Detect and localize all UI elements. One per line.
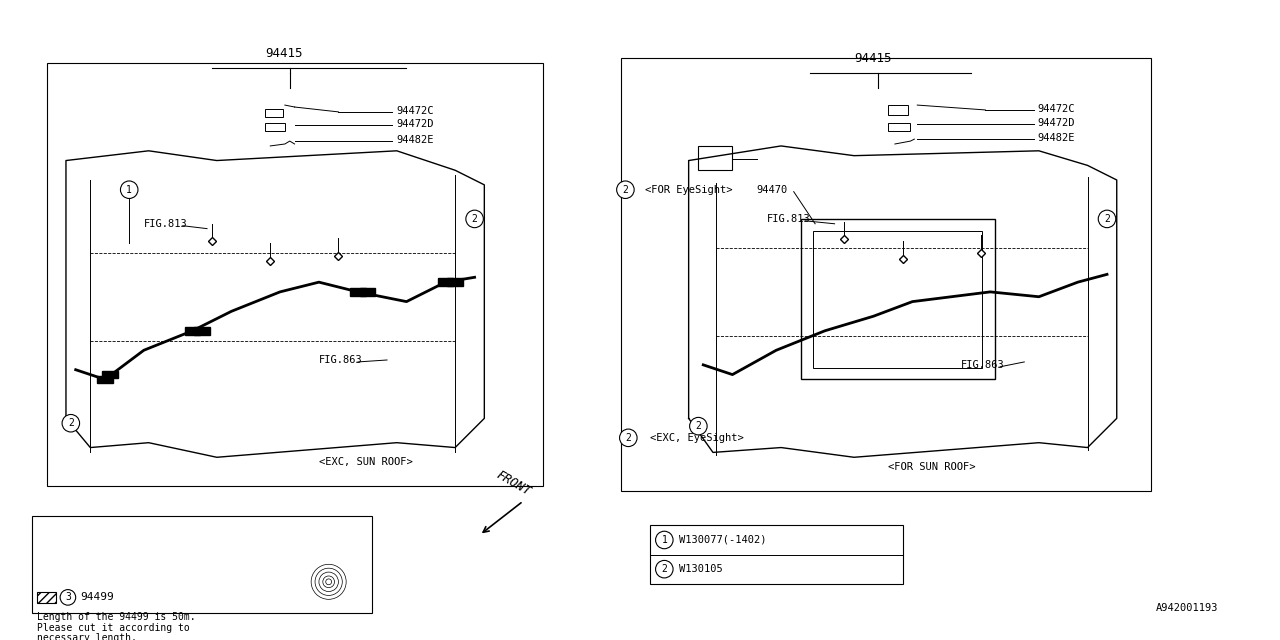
Text: <EXC, EyeSight>: <EXC, EyeSight> [650,433,744,443]
Text: 94415: 94415 [854,52,892,65]
Bar [37,591,56,604]
Text: 94415: 94415 [265,47,303,60]
Text: 94472D: 94472D [397,118,434,129]
Circle shape [60,589,76,605]
Bar [438,278,453,286]
Circle shape [325,579,332,585]
Bar [621,58,1151,492]
Circle shape [120,181,138,198]
Circle shape [617,181,634,198]
Text: 94482E: 94482E [1037,133,1074,143]
Bar [360,288,375,296]
Bar [32,516,372,613]
Text: A942001193: A942001193 [1156,603,1219,613]
Text: 2: 2 [1105,214,1110,224]
Text: Please cut it according to: Please cut it according to [37,623,189,632]
Bar [813,230,983,368]
Bar [650,525,902,584]
Text: 94472C: 94472C [1037,104,1074,114]
Bar [888,105,908,115]
Text: W130077(-1402): W130077(-1402) [678,535,767,545]
Circle shape [690,417,707,435]
Circle shape [655,561,673,578]
Text: Length of the 94499 is 50m.: Length of the 94499 is 50m. [37,612,196,622]
Bar [195,327,210,335]
Text: FIG.863: FIG.863 [961,360,1005,370]
Text: 94499: 94499 [81,593,114,602]
Text: 94472D: 94472D [1037,118,1074,127]
Text: FIG.863: FIG.863 [319,355,362,365]
Text: <FOR SUN ROOF>: <FOR SUN ROOF> [888,462,975,472]
Text: 2: 2 [626,433,631,443]
Bar [102,371,118,378]
Circle shape [61,415,79,432]
Circle shape [620,429,637,447]
Circle shape [323,576,334,588]
Text: 94482E: 94482E [397,135,434,145]
Bar [265,123,285,131]
Text: 1: 1 [127,185,132,195]
Bar [46,63,543,486]
Text: FIG.813: FIG.813 [767,214,810,224]
Circle shape [319,572,338,591]
Bar [447,278,463,286]
Text: 2: 2 [662,564,667,574]
Text: 2: 2 [695,421,701,431]
Text: 1: 1 [662,535,667,545]
Text: 94470: 94470 [756,185,788,195]
Text: 2: 2 [68,418,74,428]
Text: 94472C: 94472C [397,106,434,116]
Bar [349,288,366,296]
Circle shape [1098,210,1116,228]
Circle shape [311,564,346,599]
Text: <FOR EyeSight>: <FOR EyeSight> [645,185,732,195]
Text: 2: 2 [471,214,477,224]
Circle shape [315,568,342,595]
Bar [184,327,200,335]
Circle shape [655,531,673,548]
Bar [888,123,910,131]
Bar [800,219,995,380]
Bar [699,146,732,170]
Text: FRONT: FRONT [494,468,532,498]
Bar [97,376,113,383]
Bar [265,109,283,116]
Text: <EXC, SUN ROOF>: <EXC, SUN ROOF> [319,457,412,467]
Text: 3: 3 [65,593,70,602]
Text: FIG.813: FIG.813 [143,219,188,228]
Text: necessary length.: necessary length. [37,633,137,640]
Text: 2: 2 [622,185,628,195]
Text: W130105: W130105 [678,564,723,574]
Circle shape [466,210,484,228]
